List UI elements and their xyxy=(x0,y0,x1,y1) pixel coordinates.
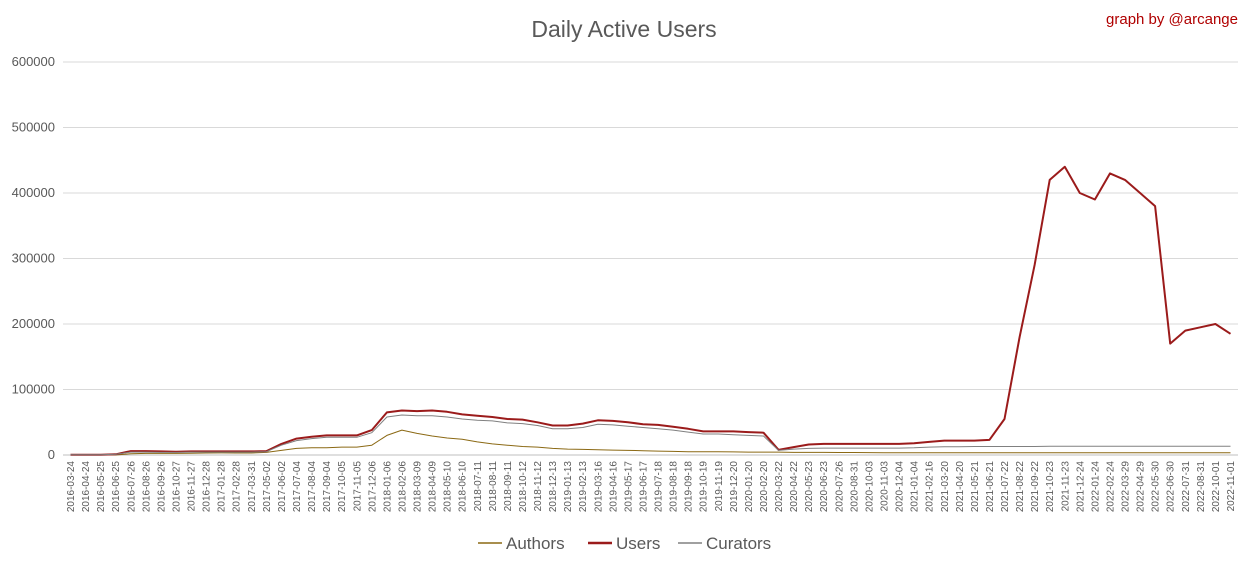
x-tick-label: 2021-04-20 xyxy=(955,461,966,513)
x-tick-label: 2021-01-04 xyxy=(910,461,921,513)
x-tick-label: 2016-10-27 xyxy=(172,461,183,513)
x-tick-label: 2019-11-19 xyxy=(714,461,725,512)
series-line-authors xyxy=(70,429,1231,456)
x-tick-label: 2021-05-21 xyxy=(970,461,981,513)
x-tick-label: 2016-03-24 xyxy=(66,461,77,513)
x-tick-label: 2022-07-31 xyxy=(1181,461,1192,513)
x-tick-label: 2017-09-04 xyxy=(322,461,333,513)
x-tick-label: 2020-07-26 xyxy=(834,461,845,513)
x-tick-label: 2022-08-31 xyxy=(1196,461,1207,513)
x-tick-label: 2017-12-06 xyxy=(367,461,378,513)
legend-label-authors: Authors xyxy=(506,534,565,553)
x-tick-label: 2019-01-13 xyxy=(563,461,574,513)
x-tick-label: 2019-03-16 xyxy=(593,461,604,513)
x-tick-label: 2016-07-26 xyxy=(126,461,137,513)
x-tick-label: 2016-09-26 xyxy=(156,461,167,513)
y-tick-label: 200000 xyxy=(12,316,55,331)
x-tick-label: 2016-06-25 xyxy=(111,461,122,513)
x-tick-label: 2016-08-26 xyxy=(141,461,152,513)
x-tick-label: 2017-06-02 xyxy=(277,461,288,513)
x-tick-label: 2019-02-13 xyxy=(578,461,589,513)
y-axis-ticks: 0 100000 200000 300000 400000 500000 600000 xyxy=(12,54,55,462)
series-line-users xyxy=(70,165,1232,456)
x-axis-ticks: 2016-03-24 2016-04-24 2016-05-25 2016-06-25… xyxy=(66,461,1237,513)
x-tick-label: 2018-01-06 xyxy=(382,461,393,513)
x-tick-label: 2018-07-11 xyxy=(473,461,484,512)
x-tick-label: 2021-06-21 xyxy=(985,461,996,513)
x-tick-label: 2020-08-31 xyxy=(849,461,860,513)
x-tick-label: 2018-06-10 xyxy=(458,461,469,513)
x-tick-label: 2019-04-16 xyxy=(608,461,619,513)
x-tick-label: 2020-03-22 xyxy=(774,461,785,513)
chart-credit: graph by @arcange xyxy=(1106,11,1238,28)
x-tick-label: 2016-04-24 xyxy=(81,461,92,513)
x-tick-label: 2021-07-22 xyxy=(1000,461,1011,513)
y-tick-label: 100000 xyxy=(12,382,55,397)
x-tick-label: 2019-05-17 xyxy=(623,461,634,513)
x-tick-label: 2022-01-24 xyxy=(1090,461,1101,513)
x-tick-label: 2022-06-30 xyxy=(1166,461,1177,513)
legend: Authors Users Curators xyxy=(478,534,771,553)
x-tick-label: 2022-05-30 xyxy=(1151,461,1162,513)
x-tick-label: 2020-10-03 xyxy=(864,461,875,513)
x-tick-label: 2021-03-20 xyxy=(940,461,951,513)
x-tick-label: 2021-12-24 xyxy=(1075,461,1086,513)
x-tick-label: 2021-02-16 xyxy=(925,461,936,513)
x-tick-label: 2016-12-28 xyxy=(202,461,213,513)
chart-title: Daily Active Users xyxy=(531,16,716,42)
x-tick-label: 2019-09-18 xyxy=(684,461,695,513)
y-tick-label: 600000 xyxy=(12,54,55,69)
x-tick-label: 2017-10-05 xyxy=(337,461,348,513)
x-tick-label: 2020-05-23 xyxy=(804,461,815,513)
x-tick-label: 2017-03-31 xyxy=(247,461,258,513)
x-tick-label: 2020-01-20 xyxy=(744,461,755,513)
legend-label-curators: Curators xyxy=(706,534,771,553)
x-tick-label: 2018-08-11 xyxy=(488,461,499,512)
x-tick-label: 2019-10-19 xyxy=(699,461,710,513)
gridlines xyxy=(63,61,1238,456)
y-tick-label: 400000 xyxy=(12,185,55,200)
x-tick-label: 2019-07-18 xyxy=(654,461,665,513)
legend-label-users: Users xyxy=(616,534,660,553)
x-tick-label: 2018-09-11 xyxy=(503,461,514,512)
x-tick-label: 2019-12-20 xyxy=(729,461,740,513)
x-tick-label: 2018-02-06 xyxy=(397,461,408,513)
x-tick-label: 2020-12-04 xyxy=(895,461,906,513)
x-tick-label: 2017-02-28 xyxy=(232,461,243,513)
x-tick-label: 2022-10-01 xyxy=(1211,461,1222,513)
x-tick-label: 2017-11-05 xyxy=(352,461,363,512)
x-tick-label: 2016-05-25 xyxy=(96,461,107,513)
x-tick-label: 2018-12-13 xyxy=(548,461,559,513)
x-tick-label: 2017-07-04 xyxy=(292,461,303,513)
y-tick-label: 500000 xyxy=(12,120,55,135)
x-tick-label: 2020-06-23 xyxy=(819,461,830,513)
x-tick-label: 2017-05-02 xyxy=(262,461,273,513)
series-lines xyxy=(70,165,1232,456)
y-tick-label: 300000 xyxy=(12,251,55,266)
x-tick-label: 2022-04-29 xyxy=(1136,461,1147,513)
x-tick-label: 2022-02-24 xyxy=(1106,461,1117,513)
x-tick-label: 2019-08-18 xyxy=(669,461,680,513)
x-tick-label: 2022-03-29 xyxy=(1121,461,1132,513)
x-tick-label: 2021-09-22 xyxy=(1030,461,1041,513)
x-tick-label: 2020-04-22 xyxy=(789,461,800,513)
x-tick-label: 2016-11-27 xyxy=(187,461,198,512)
x-tick-label: 2018-10-12 xyxy=(518,461,529,513)
x-tick-label: 2020-11-03 xyxy=(880,461,891,512)
series-line-curators xyxy=(70,414,1231,456)
x-tick-label: 2019-06-17 xyxy=(639,461,650,513)
x-tick-label: 2017-08-04 xyxy=(307,461,318,513)
x-tick-label: 2017-01-28 xyxy=(217,461,228,513)
x-tick-label: 2021-08-22 xyxy=(1015,461,1026,513)
x-tick-label: 2018-03-09 xyxy=(413,461,424,513)
x-tick-label: 2018-05-10 xyxy=(443,461,454,513)
x-tick-label: 2021-11-23 xyxy=(1060,461,1071,512)
y-tick-label: 0 xyxy=(48,447,55,462)
x-tick-label: 2018-11-12 xyxy=(533,461,544,512)
x-tick-label: 2021-10-23 xyxy=(1045,461,1056,513)
x-tick-label: 2018-04-09 xyxy=(428,461,439,513)
x-tick-label: 2020-02-20 xyxy=(759,461,770,513)
x-tick-label: 2022-11-01 xyxy=(1226,461,1237,512)
